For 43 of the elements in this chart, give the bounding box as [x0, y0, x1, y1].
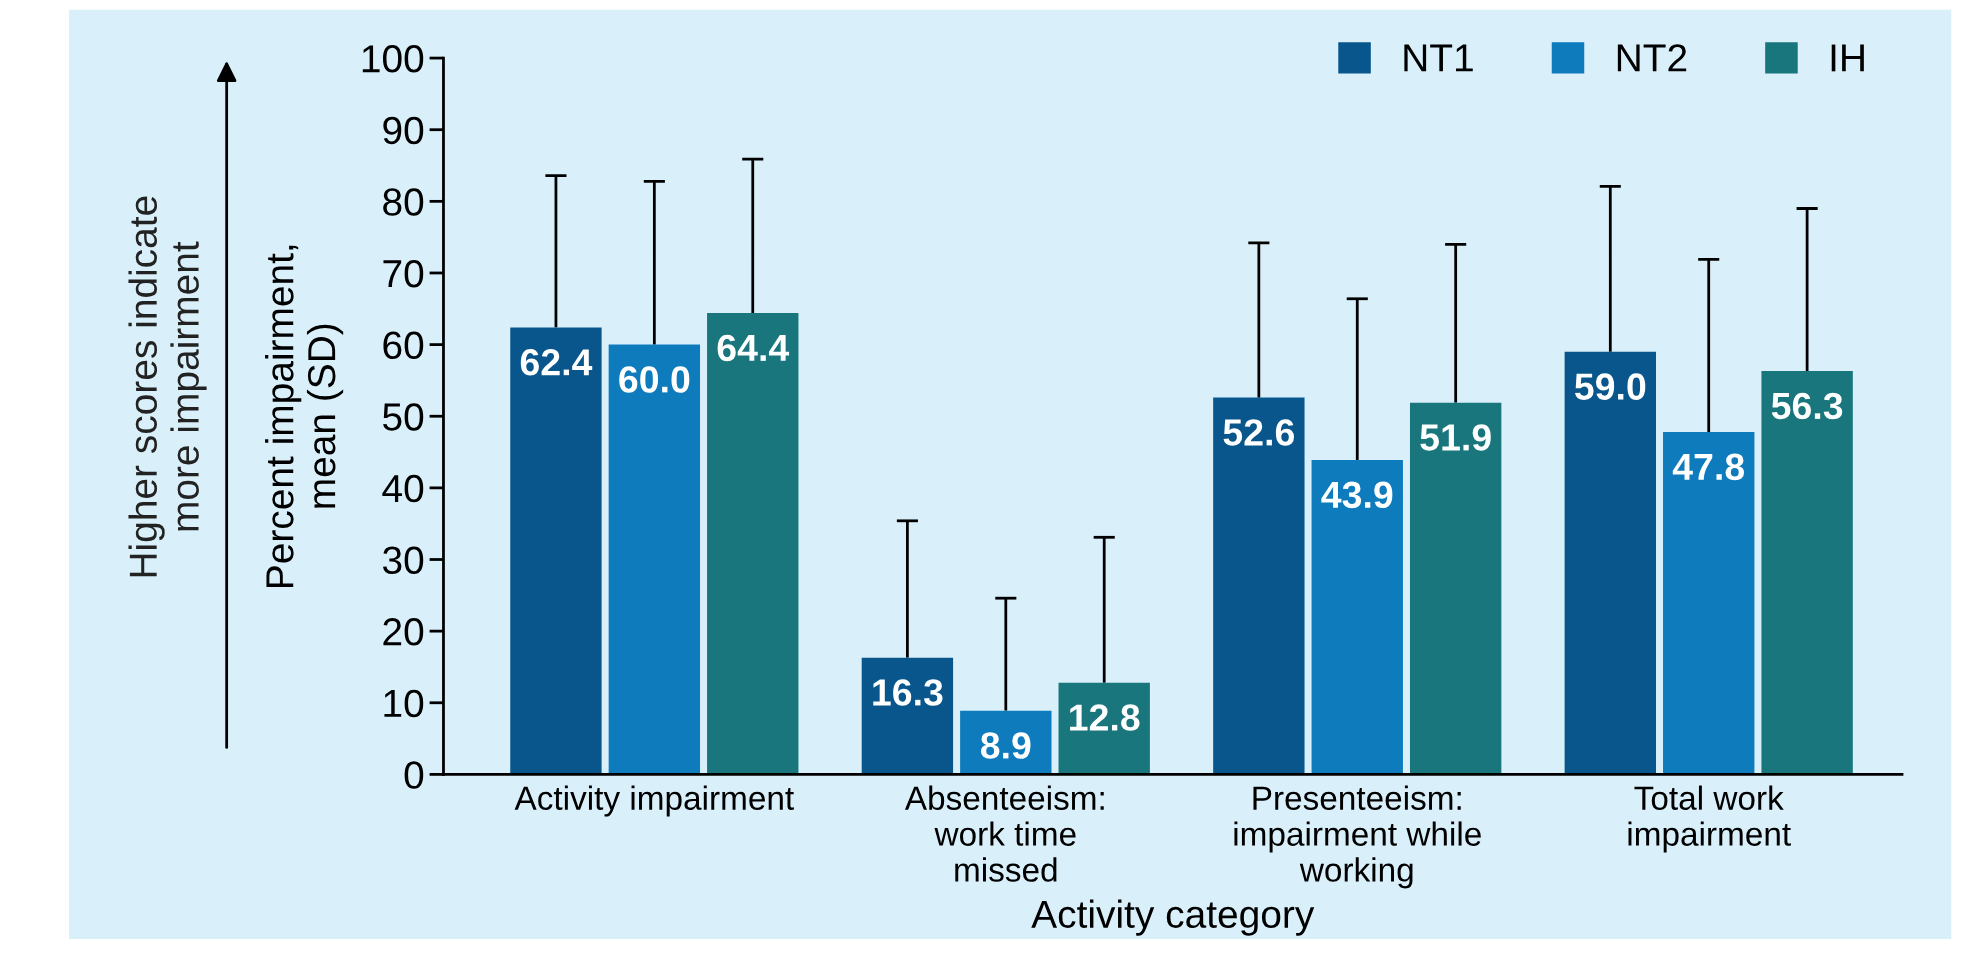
y-tick-label: 40 — [382, 474, 424, 503]
bar — [861, 657, 954, 775]
data-label: 51.9 — [1420, 424, 1491, 451]
y-tick-label: 90 — [383, 116, 424, 145]
x-tick-label: Activity impairment — [514, 785, 794, 817]
y-axis-title: Percent impairment, mean (SD) — [265, 245, 344, 588]
bar — [1761, 371, 1853, 775]
bar — [1213, 397, 1305, 775]
y-tick-label: 70 — [383, 259, 424, 288]
data-label: 59.0 — [1574, 373, 1646, 400]
data-label: 62.4 — [520, 349, 593, 376]
bar — [1311, 459, 1403, 775]
data-label: 47.8 — [1672, 453, 1745, 481]
data-label: 8.9 — [980, 732, 1031, 759]
y-tick-label: 0 — [404, 761, 424, 789]
bar — [1564, 351, 1656, 775]
x-tick-label: Presenteeism: impairment while working — [1234, 785, 1481, 889]
text: Higher scores indicate more impairment — [128, 196, 207, 577]
legend-label: NT2 — [1617, 44, 1687, 72]
y-tick-label: 60 — [383, 331, 424, 360]
bar — [608, 344, 701, 775]
data-label: 16.3 — [873, 679, 943, 706]
x-axis-title: Activity category — [1031, 899, 1315, 936]
data-label: 12.8 — [1070, 704, 1140, 731]
legend-label: NT1 — [1404, 44, 1473, 72]
data-label: 60.0 — [619, 366, 690, 393]
data-label: 52.6 — [1223, 419, 1294, 446]
y-tick-label: 50 — [383, 403, 424, 431]
x-tick-label: Absenteeism: work time missed — [904, 785, 1104, 882]
y-tick-label: 100 — [362, 45, 424, 73]
data-label: 56.3 — [1771, 392, 1843, 420]
bar — [707, 313, 799, 775]
legend-label: IH — [1831, 44, 1864, 72]
data-label: 64.4 — [717, 334, 790, 362]
y-tick-label: 80 — [383, 188, 424, 216]
x-tick-label: Total work impairment — [1628, 785, 1791, 853]
data-label: 43.9 — [1321, 481, 1393, 509]
bar — [1663, 432, 1755, 775]
y-tick-label: 20 — [383, 618, 424, 646]
bar — [1409, 402, 1502, 775]
bar — [510, 327, 602, 775]
y-tick-label: 30 — [382, 546, 424, 574]
y-tick-label: 10 — [384, 689, 424, 718]
